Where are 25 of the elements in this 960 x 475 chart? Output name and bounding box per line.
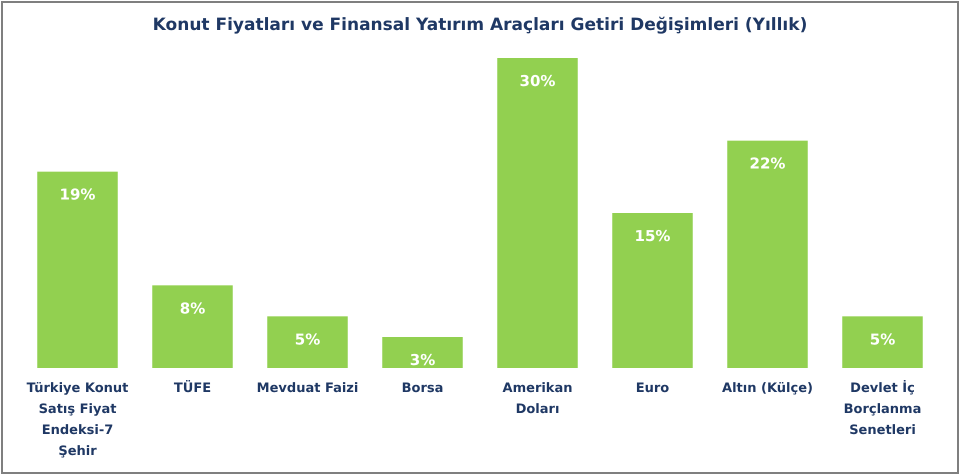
bar [152, 285, 233, 368]
data-label: 19% [60, 186, 96, 204]
data-label: 5% [294, 330, 320, 348]
data-label: 30% [520, 72, 556, 90]
data-label: 8% [180, 299, 206, 318]
x-tick-label: Türkiye Konut Satış Fiyat Endeksi-7 Şehir [26, 381, 128, 459]
chart-title: Konut Fiyatları ve Finansal Yatırım Araçları Getiri Değişimleri (Yıllık) [152, 15, 808, 35]
data-label: 5% [870, 330, 896, 348]
x-tick-label: Mevduat Faizi [256, 381, 358, 396]
x-tick-label: Altın (Külçe) [722, 381, 813, 396]
x-tick-label: Euro [636, 381, 670, 396]
bar [37, 172, 118, 368]
x-tick-label: Borsa [402, 381, 444, 396]
bar [267, 316, 348, 368]
x-tick-label: Devlet İç Borçlanma Senetleri [844, 379, 922, 438]
bar [727, 140, 808, 368]
data-label: 22% [750, 154, 786, 173]
bar [497, 58, 578, 368]
bar [612, 213, 693, 368]
bar [842, 316, 923, 368]
data-label: 3% [410, 351, 436, 369]
x-tick-label: TÜFE [174, 379, 212, 396]
data-label: 15% [634, 227, 670, 245]
bar [382, 337, 463, 368]
x-tick-label: Amerikan Doları [502, 381, 572, 417]
